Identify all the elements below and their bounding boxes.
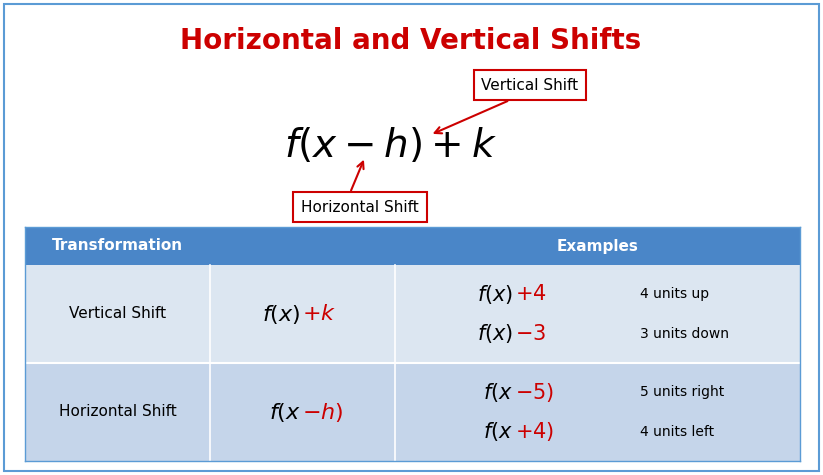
Text: $f(x$: $f(x$ — [483, 381, 513, 404]
Text: Horizontal Shift: Horizontal Shift — [58, 405, 176, 419]
Text: Examples: Examples — [556, 238, 639, 254]
Text: Horizontal and Vertical Shifts: Horizontal and Vertical Shifts — [180, 27, 642, 55]
Bar — [25, 363, 800, 461]
Bar — [25, 265, 800, 363]
Text: $f(x)$: $f(x)$ — [477, 322, 513, 345]
Text: 4 units left: 4 units left — [640, 425, 714, 438]
Text: Vertical Shift: Vertical Shift — [481, 77, 579, 93]
Text: $f(x$: $f(x$ — [483, 420, 513, 443]
Text: $-h)$: $-h)$ — [303, 400, 344, 424]
Text: $+4)$: $+4)$ — [515, 420, 554, 443]
Text: $-3$: $-3$ — [515, 323, 546, 343]
Text: $+k$: $+k$ — [303, 303, 337, 325]
Text: $f(x)$: $f(x)$ — [477, 283, 513, 306]
Text: 4 units up: 4 units up — [640, 287, 709, 302]
Text: 5 units right: 5 units right — [640, 385, 724, 399]
Bar — [25, 227, 800, 265]
Text: $f(x$: $f(x$ — [268, 400, 300, 424]
Text: $-5)$: $-5)$ — [515, 381, 554, 404]
Text: 3 units down: 3 units down — [640, 327, 729, 341]
Text: $f(x-h)+k$: $f(x-h)+k$ — [284, 125, 496, 164]
Text: Vertical Shift: Vertical Shift — [69, 306, 166, 322]
Text: Transformation: Transformation — [52, 238, 183, 254]
Text: Horizontal Shift: Horizontal Shift — [301, 200, 419, 215]
Text: $+4$: $+4$ — [515, 285, 546, 304]
Text: $f(x)$: $f(x)$ — [262, 303, 300, 325]
